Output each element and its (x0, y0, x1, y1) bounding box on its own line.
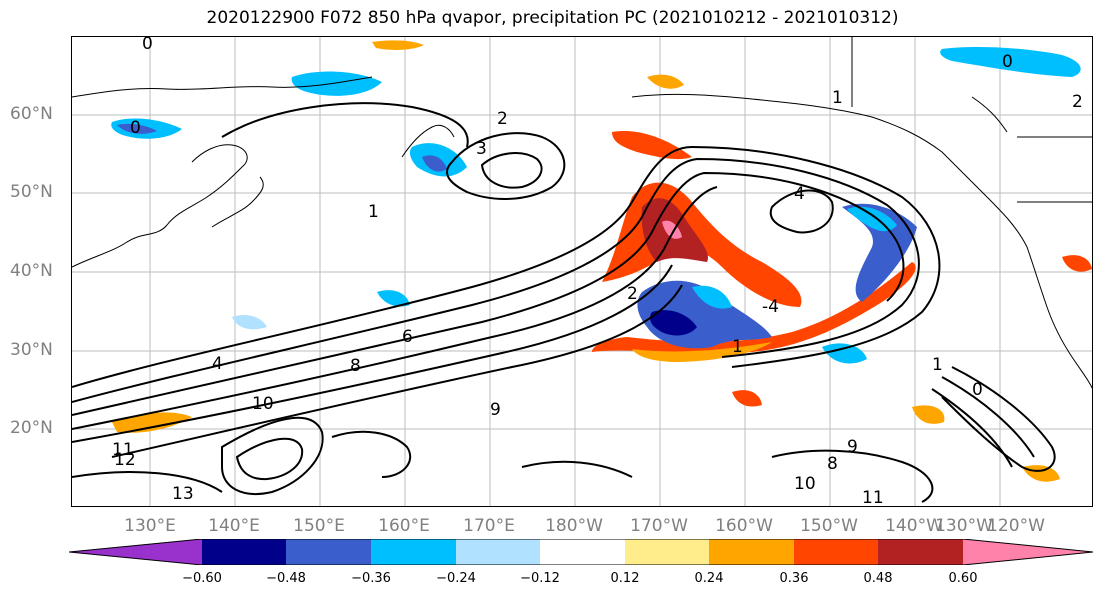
contour-label: 9 (490, 400, 501, 420)
lon-label-150w: 150°W (800, 516, 858, 536)
lon-label-180w: 180°W (545, 516, 603, 536)
contour-label: 4 (212, 354, 223, 374)
contour-label: 12 (114, 450, 136, 470)
contour-label: 3 (476, 139, 487, 159)
contour-label: 4 (794, 184, 805, 204)
map-panel: 0 0 1 2 3 4 6 8 9 10 11 12 13 2 1 4 8 9 … (71, 36, 1093, 507)
contour-label: -4 (762, 297, 779, 317)
colorbar-segment (878, 539, 963, 565)
map-title: 2020122900 F072 850 hPa qvapor, precipit… (206, 8, 899, 28)
colorbar-tick: −0.36 (351, 571, 391, 586)
contour-label: 1 (732, 337, 743, 357)
lon-label-150e: 150°E (293, 516, 345, 536)
lon-label-140e: 140°E (208, 516, 260, 536)
contour-label: 9 (847, 437, 858, 457)
colorbar-segment (709, 539, 794, 565)
contour-label: 1 (932, 355, 943, 375)
contour-label: 0 (1002, 52, 1013, 72)
lon-label-170w: 170°W (630, 516, 688, 536)
colorbar-outline (69, 539, 1094, 565)
colorbar-segment (456, 539, 540, 565)
colorbar-segment (286, 539, 371, 565)
contour-label: 0 (130, 118, 141, 138)
lon-label-160e: 160°E (378, 516, 430, 536)
colorbar-tick: −0.24 (436, 571, 476, 586)
colorbar-segment (202, 539, 286, 565)
lon-label-130e: 130°E (124, 516, 176, 536)
lat-label-50n: 50°N (10, 182, 53, 202)
colorbar-tick: −0.60 (182, 571, 222, 586)
colorbar-segment (625, 539, 709, 565)
colorbar-segment (794, 539, 878, 565)
lat-label-30n: 30°N (10, 340, 53, 360)
colorbar-extend-high (963, 539, 1093, 565)
lat-label-40n: 40°N (10, 261, 53, 281)
map-canvas: 0 0 1 2 3 4 6 8 9 10 11 12 13 2 1 4 8 9 … (72, 37, 1092, 507)
lon-label-170e: 170°E (463, 516, 515, 536)
contour-label: 10 (794, 474, 816, 494)
colorbar-tick: 0.36 (779, 571, 809, 586)
contour-label: 8 (350, 356, 361, 376)
contour-label: 0 (142, 37, 153, 54)
colorbar-tick: 0.12 (610, 571, 640, 586)
lon-label-120w: 120°W (987, 516, 1045, 536)
colorbar-tick: 0.60 (948, 571, 978, 586)
colorbar-tick: 0.48 (863, 571, 893, 586)
colorbar-tick: −0.48 (266, 571, 306, 586)
lat-label-20n: 20°N (10, 418, 53, 438)
colorbar-tick: −0.12 (520, 571, 560, 586)
contour-label: 2 (497, 109, 508, 129)
contour-label: 11 (862, 488, 884, 507)
contour-label: 6 (402, 327, 413, 347)
colorbar (69, 539, 1094, 565)
colorbar-extend-low (69, 539, 202, 565)
lon-label-130w: 130°W (935, 516, 993, 536)
coastlines (72, 37, 1092, 389)
colorbar-segment (540, 539, 625, 565)
precip-shading (111, 40, 1092, 482)
contour-label-group: 0 0 1 2 3 4 6 8 9 10 11 12 13 2 1 4 8 9 … (112, 37, 1083, 507)
contour-label: 2 (627, 284, 638, 304)
qvapor-contours (72, 102, 1056, 503)
contour-label: 2 (1072, 92, 1083, 112)
contour-label: 11 (112, 440, 134, 460)
colorbar-tick: 0.24 (694, 571, 724, 586)
contour-label: 1 (368, 202, 379, 222)
lat-label-60n: 60°N (10, 104, 53, 124)
contour-label: 10 (252, 394, 274, 414)
contour-label: 13 (172, 484, 194, 504)
contour-label: 8 (827, 454, 838, 474)
colorbar-segment (371, 539, 456, 565)
lon-label-160w: 160°W (715, 516, 773, 536)
contour-label: 1 (832, 88, 843, 108)
contour-label: 0 (972, 380, 983, 400)
lon-label-140w: 140°W (885, 516, 943, 536)
